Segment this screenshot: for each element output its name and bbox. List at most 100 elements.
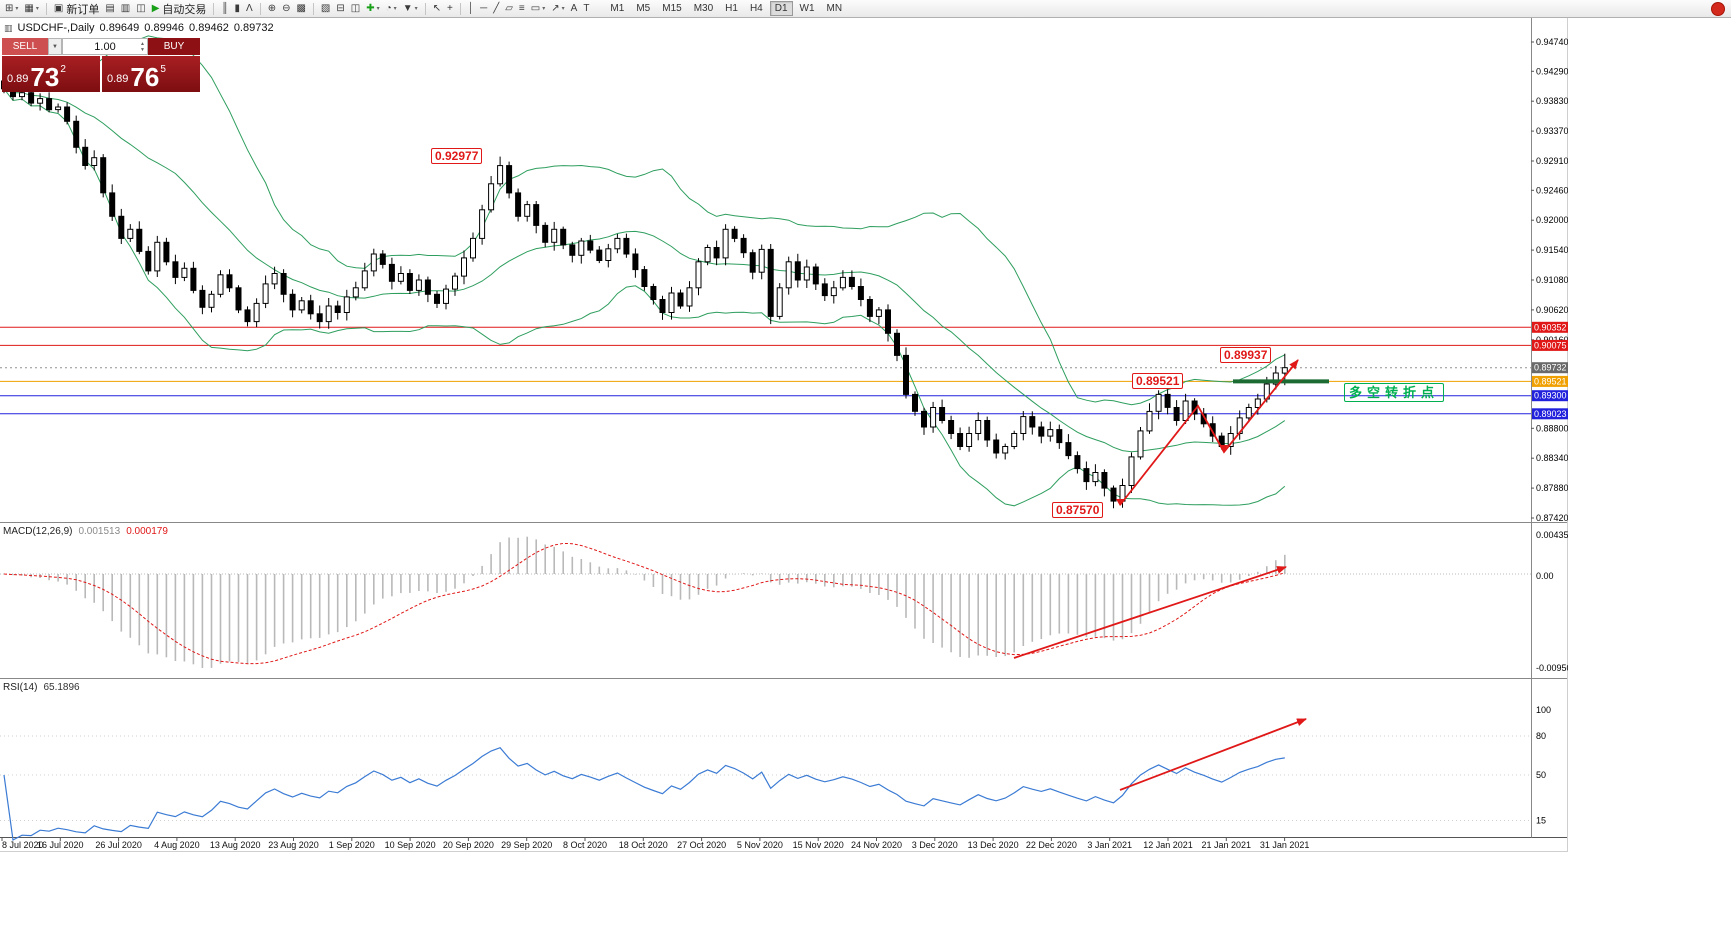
- dip-arrow-marker[interactable]: [1116, 499, 1124, 506]
- cursor-icon: ↖: [432, 3, 441, 14]
- candle: [569, 241, 576, 263]
- date-axis-label: 3 Jan 2021: [1087, 840, 1132, 850]
- price-level-label-0.89023: [1532, 408, 1568, 420]
- line-chart-button[interactable]: Λ: [244, 1, 255, 16]
- order-options-caret[interactable]: ▼: [48, 38, 62, 55]
- tile-windows-button[interactable]: ▩: [294, 1, 307, 16]
- turning-point-note[interactable]: 多空转折点: [1344, 383, 1445, 402]
- price-level-label-0.89732: [1532, 362, 1568, 374]
- caret-down-icon: ▼: [52, 43, 58, 50]
- chart-canvas[interactable]: 0.94740 0.94290 0.93830 0.93370 0.92910 0.924…: [0, 0, 1568, 852]
- macd-trend-arrow[interactable]: [1013, 566, 1287, 659]
- timeframe-bar: M1 M5 M15 M30 H1 H4 D1 W1 MN: [604, 1, 848, 16]
- dropdown-caret-icon: ▾: [35, 6, 39, 12]
- autotrading-button[interactable]: ▶ 自动交易: [150, 1, 209, 16]
- bollinger-lower-band: [3, 88, 1286, 507]
- chart-profiles-button[interactable]: ▦ ▾: [22, 1, 40, 16]
- timeframe-d1-button[interactable]: D1: [769, 1, 793, 16]
- candle: [659, 295, 666, 320]
- indicators-button[interactable]: ✚ ▾: [364, 1, 381, 16]
- equidistant-channel-button[interactable]: ▱: [503, 1, 515, 16]
- candle: [443, 284, 449, 310]
- candle: [388, 257, 395, 290]
- volume-spinner[interactable]: ▲ ▼: [140, 41, 145, 53]
- candle: [199, 285, 206, 315]
- candle: [1056, 424, 1063, 449]
- date-axis-label: 23 Aug 2020: [268, 840, 319, 850]
- main-trend-arrow[interactable]: [1119, 359, 1299, 506]
- dip-arrow-marker[interactable]: [1220, 445, 1228, 452]
- dropdown-caret-icon: ▾: [376, 6, 380, 12]
- price-annotation[interactable]: 0.89937: [1220, 347, 1272, 363]
- market-watch-button[interactable]: ▤: [103, 1, 116, 16]
- candle: [776, 283, 783, 320]
- templates-button[interactable]: ▼ ▾: [401, 1, 420, 16]
- shapes-button[interactable]: ▭ ▾: [529, 1, 547, 16]
- candle: [307, 294, 314, 320]
- tile-horizontal-button[interactable]: ⊟: [334, 1, 346, 16]
- timeframe-m5-button[interactable]: M5: [636, 3, 651, 14]
- text-label-button[interactable]: T: [581, 1, 591, 16]
- sell-price-button[interactable]: 0.89 73 2: [2, 56, 100, 92]
- date-axis-label: 15 Nov 2020: [793, 840, 844, 850]
- candle: [560, 226, 567, 250]
- new-chart-button[interactable]: ⊞ ▾: [3, 1, 20, 16]
- candle: [704, 244, 711, 266]
- timeframe-h4-button[interactable]: H4: [749, 3, 763, 14]
- price-annotation[interactable]: 0.87570: [1052, 502, 1104, 518]
- buy-tab[interactable]: BUY: [148, 38, 200, 55]
- rsi-trend-arrow[interactable]: [1119, 718, 1307, 791]
- arrows-button[interactable]: ↗ ▾: [549, 1, 566, 16]
- candle: [1083, 461, 1090, 490]
- equidistant-channel-icon: ▱: [505, 3, 513, 14]
- fibonacci-retracement-icon: ≡: [518, 3, 525, 14]
- spinner-up-icon[interactable]: ▲: [140, 41, 145, 47]
- timeframe-m1-button[interactable]: M1: [610, 3, 625, 14]
- navigator-button[interactable]: ◫: [134, 1, 147, 16]
- timeframe-mn-button[interactable]: MN: [826, 3, 843, 14]
- cascade-windows-button[interactable]: ▧: [319, 1, 332, 16]
- toolbar: ⊞ ▾ ▦ ▾ ▣ 新订单 ▤ ▥ ◫ ▶ 自动交易 ║ ▮ Λ ⊕ ⊖ ▩ ▧ ⊟ ◫ ✚ ▾ ◔ ▾ ▼ ▾ ↖ + │ ─ ╱ ▱ ≡ ▭ ▾…: [0, 0, 1731, 18]
- timeframe-m30-button[interactable]: M30: [693, 3, 714, 14]
- crosshair-button[interactable]: +: [445, 1, 455, 16]
- cursor-button[interactable]: ↖: [431, 1, 443, 16]
- candle: [614, 233, 621, 254]
- new-order-button[interactable]: ▣ 新订单: [52, 1, 101, 16]
- candle: [91, 150, 98, 171]
- price-axis-tick: 0.93830: [1536, 96, 1568, 106]
- periods-button[interactable]: ◔ ▾: [384, 1, 399, 16]
- timeframe-h1-button[interactable]: H1: [725, 3, 738, 14]
- new-chart-icon: ⊞: [5, 3, 14, 14]
- vertical-line-button[interactable]: │: [466, 1, 476, 16]
- horizontal-line-button[interactable]: ─: [478, 1, 489, 16]
- zoom-out-button[interactable]: ⊖: [280, 1, 292, 16]
- buy-price-button[interactable]: 0.89 76 5: [102, 56, 200, 92]
- date-axis-label: 26 Jul 2020: [95, 840, 142, 850]
- fibonacci-retracement-button[interactable]: ≡: [517, 1, 527, 16]
- text-button[interactable]: A: [569, 1, 580, 16]
- candle: [668, 286, 675, 320]
- bar-chart-button[interactable]: ║: [219, 1, 230, 16]
- candle: [866, 296, 873, 323]
- spinner-down-icon[interactable]: ▼: [140, 47, 145, 53]
- timeframe-m15-button[interactable]: M15: [662, 3, 682, 14]
- price-annotation[interactable]: 0.92977: [431, 148, 483, 164]
- volume-input[interactable]: 1.00 ▲ ▼: [62, 38, 148, 55]
- tile-vertical-button[interactable]: ◫: [349, 1, 362, 16]
- trendline-button[interactable]: ╱: [491, 1, 501, 16]
- candlestick-chart-button[interactable]: ▮: [232, 1, 242, 16]
- price-annotation[interactable]: 0.89521: [1132, 373, 1184, 389]
- rsi-scale-label: 100: [1536, 705, 1551, 715]
- sell-tab[interactable]: SELL: [2, 38, 48, 55]
- candle: [966, 426, 973, 452]
- buy-price-small: 0.89: [107, 73, 129, 85]
- price-axis-tick: 0.92460: [1536, 185, 1568, 195]
- zoom-in-icon: ⊕: [267, 3, 277, 14]
- data-window-button[interactable]: ▥: [119, 1, 132, 16]
- zoom-in-button[interactable]: ⊕: [266, 1, 278, 16]
- price-axis-tick: 0.88340: [1536, 453, 1568, 463]
- chart-profiles-icon: ▦: [24, 3, 34, 14]
- candle: [686, 281, 693, 312]
- timeframe-w1-button[interactable]: W1: [799, 3, 815, 14]
- community-icon[interactable]: [1711, 2, 1725, 16]
